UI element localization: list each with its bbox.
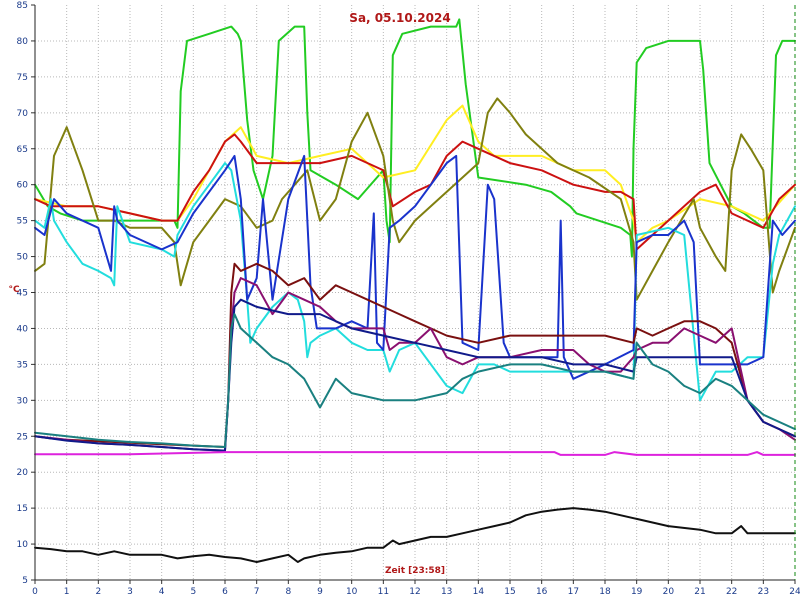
y-axis-title: °C [8, 285, 20, 295]
series-line-5 [34, 162, 796, 402]
y-tick-label: 75 [17, 73, 28, 83]
x-tick-label: 21 [694, 587, 705, 597]
y-tick-label: 30 [17, 396, 29, 406]
series-line-12 [34, 507, 796, 563]
y-tick-label: 65 [17, 145, 28, 155]
y-tick-label: 5 [22, 576, 28, 586]
x-tick-label: 2 [95, 587, 101, 597]
x-tick-label: 8 [285, 587, 291, 597]
series-line-11 [34, 451, 796, 456]
y-tick-label: 40 [17, 324, 29, 334]
x-tick-label: 9 [317, 587, 323, 597]
chart-title: Sa, 05.10.2024 [349, 11, 450, 25]
series-line-1 [34, 18, 796, 258]
y-tick-label: 50 [17, 253, 29, 263]
x-tick-label: 1 [64, 587, 70, 597]
y-tick-label: 80 [17, 37, 29, 47]
y-tick-label: 15 [17, 504, 28, 514]
x-tick-label: 20 [663, 587, 675, 597]
x-tick-label: 4 [159, 587, 165, 597]
series-line-9 [34, 298, 796, 452]
x-tick-label: 19 [631, 587, 643, 597]
x-tick-label: 15 [504, 587, 515, 597]
x-tick-label: 17 [568, 587, 579, 597]
x-tick-label: 0 [32, 587, 38, 597]
x-tick-label: 14 [473, 587, 485, 597]
x-tick-label: 12 [409, 587, 420, 597]
y-tick-label: 20 [17, 468, 29, 478]
series-line-6 [34, 154, 796, 380]
x-tick-label: 23 [758, 587, 769, 597]
x-tick-label: 6 [222, 587, 228, 597]
x-tick-label: 10 [346, 587, 358, 597]
x-tick-label: 3 [127, 587, 133, 597]
x-axis-title: Zeit [23:58] [385, 566, 445, 576]
x-tick-label: 22 [726, 587, 737, 597]
y-tick-label: 35 [17, 360, 28, 370]
y-tick-label: 60 [17, 181, 29, 191]
y-tick-label: 25 [17, 432, 28, 442]
y-tick-label: 70 [17, 109, 29, 119]
axes: 0 1 2 3 4 5 6 7 8 9 10 11 12 13 14 15 16 17 18 19 20 21 22 23 24… [17, 1, 800, 597]
x-tick-label: 18 [599, 587, 611, 597]
series-layer [34, 18, 796, 563]
x-tick-label: 24 [789, 587, 800, 597]
x-tick-label: 11 [378, 587, 389, 597]
x-tick-label: 13 [441, 587, 452, 597]
y-tick-label: 55 [17, 217, 28, 227]
y-tick-label: 45 [17, 289, 28, 299]
x-tick-label: 7 [254, 587, 260, 597]
series-line-4 [34, 97, 796, 301]
x-tick-label: 16 [536, 587, 548, 597]
x-tick-label: 5 [190, 587, 196, 597]
y-tick-label: 10 [17, 540, 29, 550]
y-tick-label: 85 [17, 1, 28, 11]
series-line-10 [34, 313, 796, 448]
